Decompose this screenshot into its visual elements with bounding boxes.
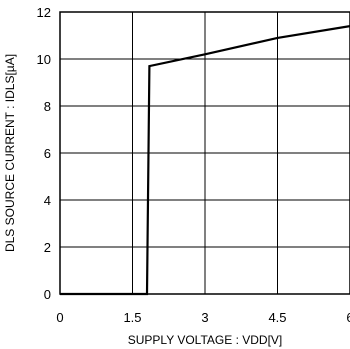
y-tick-label: 10: [37, 52, 51, 67]
y-tick-label: 4: [44, 193, 51, 208]
x-tick-label: 0: [56, 310, 63, 325]
x-axis-title: SUPPLY VOLTAGE : VDD[V]: [128, 333, 283, 347]
x-tick-labels: 0 1.5 3 4.5 6: [56, 310, 350, 325]
y-tick-labels: 0 2 4 6 8 10 12: [37, 5, 51, 302]
y-tick-label: 0: [44, 287, 51, 302]
y-tick-label: 12: [37, 5, 51, 20]
plot-frame: [59, 11, 350, 295]
x-tick-label: 3: [201, 310, 208, 325]
y-tick-label: 2: [44, 240, 51, 255]
x-tick-label: 4.5: [268, 310, 286, 325]
x-tick-label: 6: [346, 310, 350, 325]
y-tick-label: 6: [44, 146, 51, 161]
x-tick-label: 1.5: [123, 310, 141, 325]
y-axis-title: DLS SOURCE CURRENT : IDLS[µA]: [3, 54, 17, 252]
grid-layer: [60, 12, 350, 294]
y-tick-label: 8: [44, 99, 51, 114]
